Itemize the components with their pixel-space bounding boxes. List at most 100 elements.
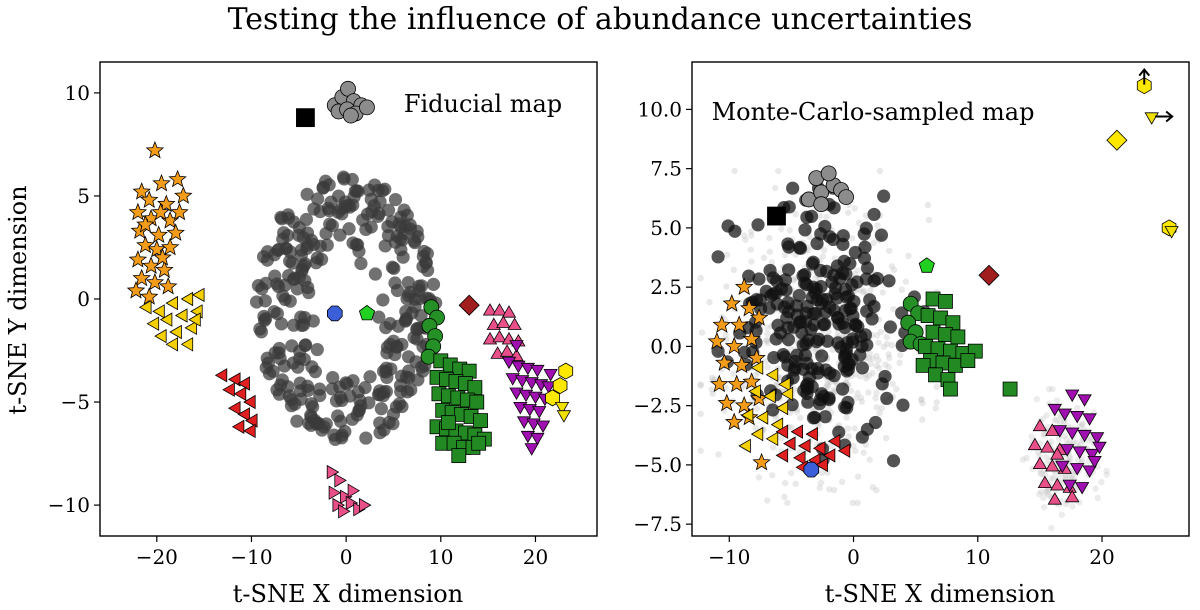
- left-pink-triangles-up-point: [507, 317, 522, 330]
- right-orange-stars-point: [712, 315, 732, 333]
- right-black-dots-point: [792, 288, 806, 303]
- right-grey-haze-point: [787, 424, 795, 431]
- right-green-squares-point: [925, 291, 941, 307]
- right-grey-haze-point: [867, 287, 874, 294]
- left-red-triangles-left-point: [222, 382, 235, 397]
- left-green-squares-point: [471, 435, 487, 451]
- right-grey-haze-point: [792, 480, 799, 487]
- right-grey-haze-right-point: [1033, 395, 1040, 403]
- left-black-dots-point: [298, 257, 312, 271]
- left-yellow-triangles-left-point: [191, 287, 205, 303]
- right-grey-haze-right-point: [1036, 490, 1043, 498]
- left-black-dots-point: [392, 217, 406, 231]
- left-yellow-triangles-left-point: [169, 324, 182, 340]
- right-grey-haze-point: [797, 414, 804, 422]
- right-grey-haze-point: [865, 354, 873, 362]
- left-green-squares-point: [440, 415, 456, 431]
- left-black-dots-point: [287, 318, 301, 332]
- right-grey-haze-point: [883, 434, 890, 442]
- right-black-dots-point: [846, 332, 860, 346]
- right-grey-haze-right-point: [1038, 470, 1045, 478]
- right-grey-haze-point: [877, 328, 884, 336]
- right-grey-haze-point: [723, 251, 731, 258]
- left-purple-triangles-down-point: [543, 368, 558, 382]
- right-black-dots-point: [801, 395, 815, 409]
- left-black-dots-point: [354, 256, 368, 271]
- right-black-dots-point: [882, 274, 896, 288]
- left-x-axis-label: t-SNE X dimension: [233, 580, 463, 608]
- left-black-dots-point: [396, 250, 410, 264]
- right-green-squares-point: [960, 353, 976, 369]
- left-orange-stars-point: [155, 260, 174, 278]
- right-y-tick-label: 10.0: [637, 97, 682, 121]
- left-orange-stars-point: [136, 235, 155, 254]
- left-orange-stars-point: [157, 194, 176, 213]
- right-black-dots-point: [813, 393, 827, 407]
- right-black-dots-point: [781, 237, 795, 251]
- right-grey-haze-right-point: [1034, 449, 1042, 456]
- right-grey-haze-right-point: [1070, 438, 1077, 446]
- right-grey-haze-point: [845, 433, 852, 440]
- left-black-dots-point: [270, 277, 284, 291]
- right-grey-haze-point: [873, 352, 880, 360]
- right-panel: −10 0 10 20 −7.5 −5.0 −2.5 0.0 2.5 5.0 7.5 10.0 Mon…: [633, 61, 1190, 608]
- right-grey-haze-point: [731, 167, 738, 175]
- right-purple-triangles-down-point: [1065, 427, 1080, 440]
- left-black-dots-point: [417, 244, 431, 259]
- right-grey-haze-point: [787, 469, 795, 477]
- left-pink-triangles-right-point: [347, 483, 361, 498]
- right-purple-triangles-down-point: [1074, 482, 1090, 495]
- left-black-dots-point: [381, 219, 395, 234]
- left-x-tick-label: −10: [230, 545, 272, 569]
- right-grey-haze-point: [849, 499, 856, 507]
- right-grey-haze-point: [711, 376, 718, 383]
- right-grey-haze-point: [697, 274, 704, 282]
- left-black-dots-point: [388, 192, 403, 207]
- right-grey-haze-point: [876, 409, 883, 417]
- right-yellow-triangles-left-point: [778, 377, 791, 392]
- left-orange-stars-point: [139, 190, 159, 209]
- left-black-dots-point: [404, 383, 418, 397]
- left-black-dots-point: [372, 310, 386, 324]
- left-orange-stars-point: [145, 140, 165, 159]
- left-black-dots-point: [299, 338, 313, 352]
- left-pink-triangles-right-point: [328, 485, 342, 500]
- right-x-tick-label: 10: [965, 545, 990, 569]
- right-grey-haze-point: [893, 385, 900, 393]
- right-black-dots-point: [857, 251, 872, 265]
- right-grey-haze-right-point: [1043, 453, 1050, 461]
- right-orange-stars-point: [717, 393, 737, 412]
- left-y-tick-label: 0: [77, 287, 90, 311]
- right-black-dots-point: [805, 290, 819, 305]
- right-grey-haze-point: [697, 382, 704, 389]
- left-yellow-triangles-left-point: [165, 295, 179, 311]
- right-grey-haze-point: [752, 372, 759, 379]
- right-black-dots-point: [780, 311, 794, 325]
- right-grey-circles-point: [813, 196, 830, 213]
- left-pink-triangles-right-point: [345, 495, 359, 511]
- right-grey-haze-point: [854, 473, 862, 480]
- right-grey-haze-point: [747, 246, 754, 253]
- left-black-dots-point: [254, 325, 268, 339]
- left-yellow-hexagons-point: [558, 362, 574, 380]
- right-grey-haze-right-point: [1058, 511, 1066, 518]
- right-yellow-triangles-left-point: [780, 386, 794, 401]
- left-black-dots-point: [377, 423, 391, 437]
- left-purple-triangles-down-point: [515, 375, 530, 388]
- right-black-dots-point: [837, 359, 851, 374]
- right-grey-haze-point: [869, 355, 876, 362]
- right-yellow-outlier-diamond-point: [1106, 129, 1128, 151]
- right-grey-haze-right-point: [1049, 385, 1056, 393]
- left-black-dots-point: [270, 306, 284, 321]
- left-black-dots-point: [414, 308, 428, 323]
- right-grey-haze-point: [873, 362, 880, 369]
- right-red-triangles-left-point: [783, 436, 796, 451]
- right-grey-haze-point: [844, 425, 852, 432]
- left-x-tick-label: 10: [428, 545, 453, 569]
- left-black-dots-point: [393, 378, 408, 393]
- left-purple-triangles-down-point: [535, 420, 551, 433]
- left-x-tick-label: −20: [136, 545, 178, 569]
- right-black-dots-point: [838, 400, 852, 414]
- right-grey-haze-right-point: [1062, 500, 1070, 508]
- left-x-tick-label: 0: [340, 545, 353, 569]
